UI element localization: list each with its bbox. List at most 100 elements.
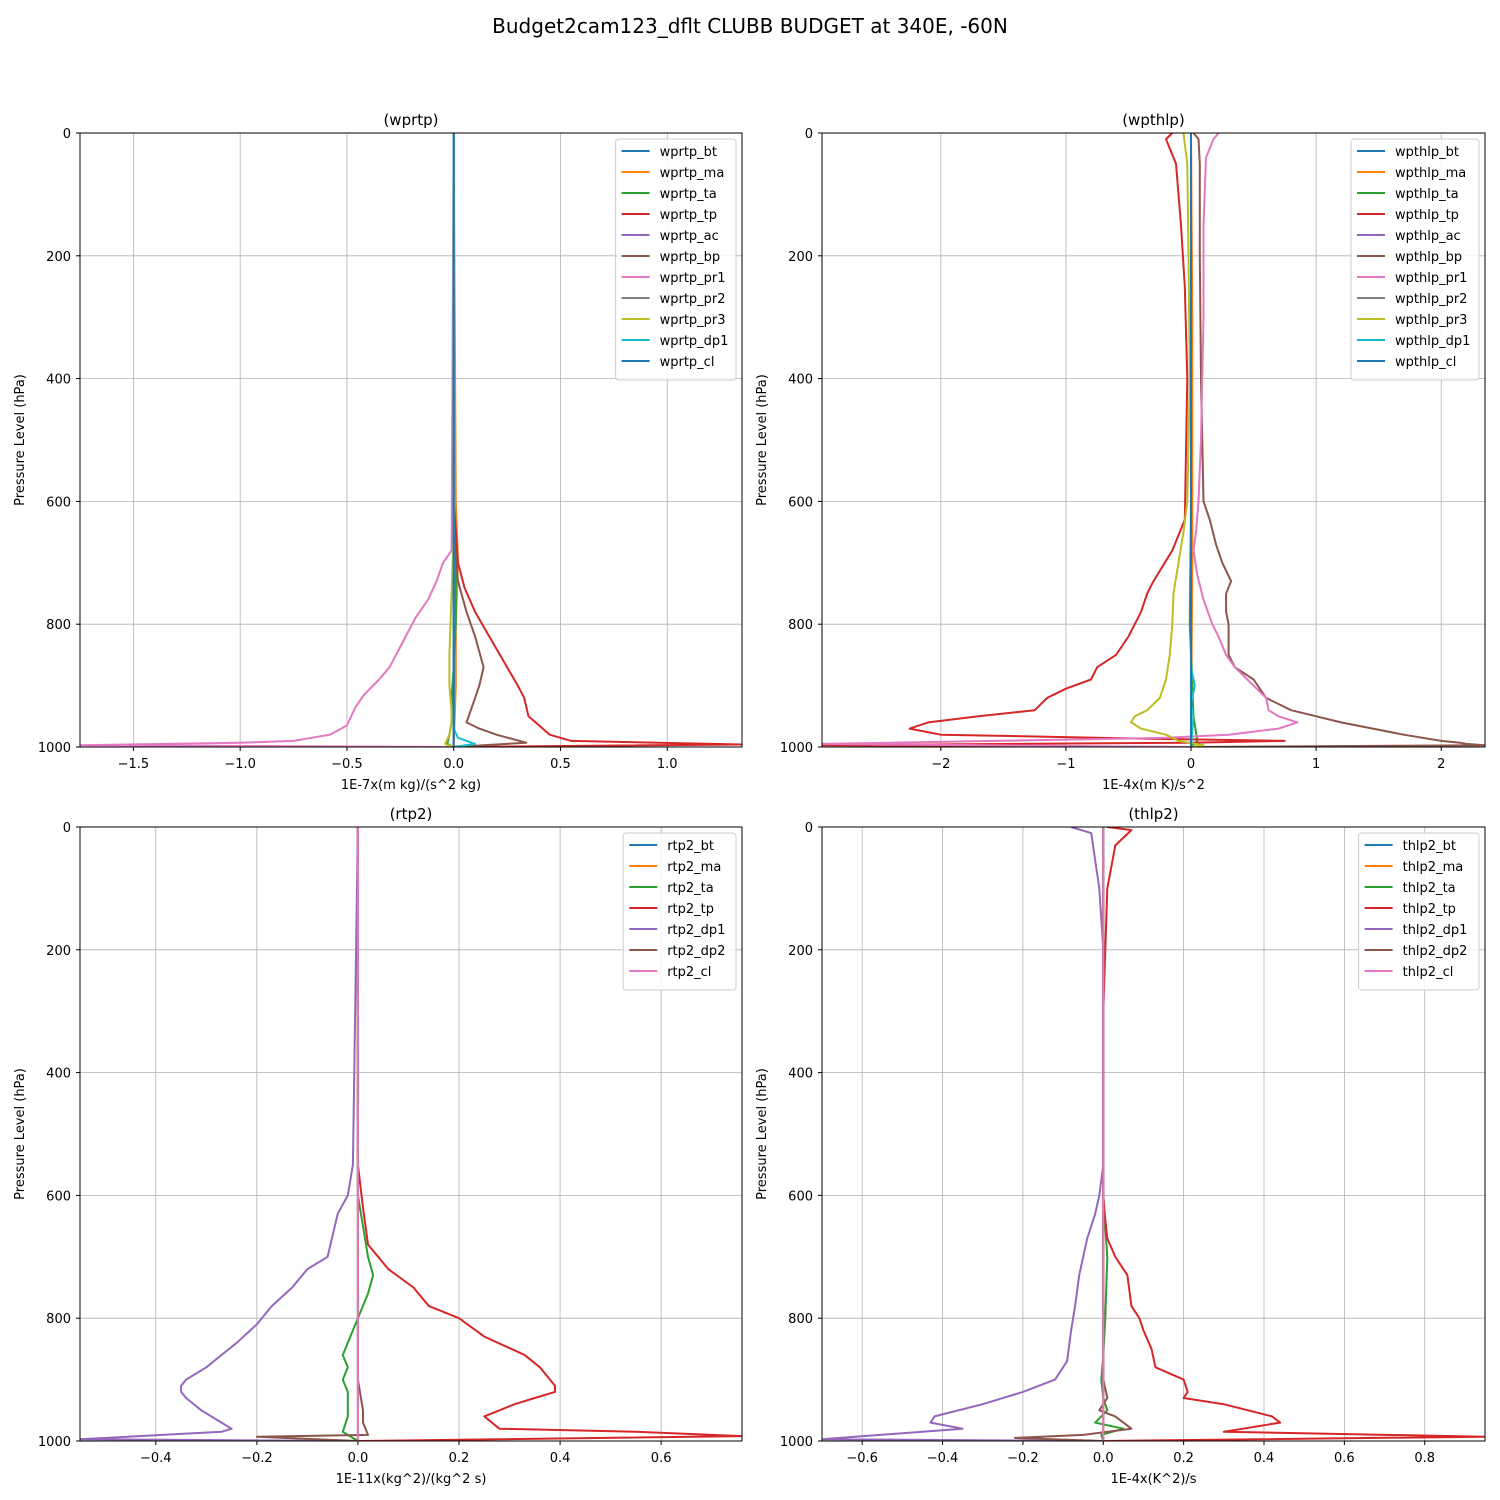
- subplot-4: −0.6 −0.4 −0.2 0.0 0.2 0.4 0.6 0.8 0 200 400 600 800…: [755, 805, 1486, 1487]
- x-tick-label: 2: [1437, 757, 1445, 772]
- legend: thlp2_bt thlp2_ma thlp2_ta thlp2_tp thlp2_dp…: [1358, 832, 1480, 991]
- x-tick-label: 1.0: [657, 757, 678, 772]
- subplot-2: −2 −1 0 1 2 0 200 400 600 800 1000 (wpthlp) 1E-4x(m …: [755, 111, 1486, 793]
- x-tick-label: 0.6: [651, 1451, 672, 1466]
- axes-frame: [79, 132, 743, 748]
- axes-frame: [821, 826, 1486, 1442]
- y-tick-label: 0: [805, 127, 813, 142]
- y-tick-label: 800: [46, 1312, 71, 1327]
- subplot-1: −1.5 −1.0 −0.5 0.0 0.5 1.0 0 200 400 600 800 1000 (w…: [13, 111, 743, 793]
- legend-label: wprtp_bp: [660, 250, 721, 265]
- legend-label: rtp2_dp1: [667, 923, 725, 938]
- y-tick-label: 1000: [38, 1435, 71, 1450]
- series-line-thlp2_tp: [1102, 827, 1485, 1441]
- y-tick-label: 800: [788, 1312, 813, 1327]
- figure-title: Budget2cam123_dflt CLUBB BUDGET at 340E,…: [492, 14, 1008, 38]
- legend-label: wprtp_tp: [660, 208, 717, 223]
- x-axis-label: 1E-4x(m K)/s^2: [1102, 778, 1205, 793]
- legend-label: wpthlp_pr2: [1395, 292, 1467, 307]
- series-group: [80, 827, 742, 1441]
- y-tick-label: 1000: [38, 741, 71, 756]
- y-tick-label: 1000: [780, 741, 813, 756]
- x-tick-label: −0.2: [1007, 1451, 1039, 1466]
- legend-label: rtp2_dp2: [667, 944, 725, 959]
- legend-label: rtp2_tp: [667, 902, 714, 917]
- series-line-thlp2_dp1: [822, 827, 1105, 1441]
- x-tick-label: −0.2: [241, 1451, 273, 1466]
- legend-label: wpthlp_ta: [1395, 187, 1459, 202]
- x-tick-label: 0.0: [1093, 1451, 1114, 1466]
- x-tick-label: −1: [1056, 757, 1075, 772]
- y-tick-label: 0: [63, 127, 71, 142]
- x-tick-label: −0.4: [927, 1451, 959, 1466]
- y-tick-label: 200: [46, 250, 71, 265]
- y-tick-label: 400: [788, 1067, 813, 1082]
- y-tick-label: 1000: [780, 1435, 813, 1450]
- legend-label: wprtp_pr3: [660, 313, 726, 328]
- legend-label: wprtp_dp1: [660, 334, 729, 349]
- y-tick-label: 600: [46, 495, 71, 510]
- series-line-thlp2_ta: [1094, 827, 1125, 1441]
- series-line-rtp2_dp1: [80, 827, 359, 1441]
- series-group: [80, 133, 742, 747]
- x-axis-label: 1E-7x(m kg)/(s^2 kg): [341, 778, 481, 793]
- y-tick-label: 400: [788, 373, 813, 388]
- y-tick-label: 200: [788, 250, 813, 265]
- legend-label: wpthlp_cl: [1395, 355, 1456, 370]
- series-line-wprtp_pr1: [80, 133, 455, 747]
- subplot-3: −0.4 −0.2 0.0 0.2 0.4 0.6 0 200 400 600 800 1000 (rt…: [13, 805, 743, 1487]
- legend-label: rtp2_bt: [667, 839, 714, 854]
- y-tick-label: 0: [805, 821, 813, 836]
- legend-label: wprtp_pr2: [660, 292, 726, 307]
- series-line-wprtp_ma: [452, 133, 459, 747]
- series-line-wpthlp_tp: [822, 133, 1286, 747]
- y-tick-label: 400: [46, 373, 71, 388]
- series-line-wpthlp_bp: [1190, 133, 1485, 747]
- legend: rtp2_bt rtp2_ma rtp2_ta rtp2_tp rtp2_dp1 rtp2…: [622, 832, 737, 991]
- x-tick-label: 0.8: [1414, 1451, 1435, 1466]
- axes-frame: [79, 826, 743, 1442]
- x-tick-label: 0.6: [1334, 1451, 1355, 1466]
- legend-label: wpthlp_bp: [1395, 250, 1462, 265]
- series-line-wprtp_bp: [452, 133, 528, 747]
- legend-label: rtp2_ma: [667, 860, 721, 875]
- legend-label: wpthlp_ma: [1395, 166, 1466, 181]
- legend-label: thlp2_ma: [1403, 860, 1464, 875]
- subplot-title: (rtp2): [390, 805, 433, 823]
- series-line-wprtp_tp: [452, 133, 742, 747]
- y-tick-label: 800: [46, 618, 71, 633]
- x-tick-label: −1.0: [224, 757, 256, 772]
- legend-label: wpthlp_ac: [1395, 229, 1461, 244]
- series-group: [822, 827, 1485, 1441]
- legend-label: wpthlp_dp1: [1395, 334, 1470, 349]
- y-axis-label: Pressure Level (hPa): [13, 1068, 28, 1200]
- y-axis-label: Pressure Level (hPa): [13, 374, 28, 506]
- legend-label: wpthlp_pr1: [1395, 271, 1467, 286]
- y-axis-label: Pressure Level (hPa): [755, 1068, 770, 1200]
- x-tick-label: 0.2: [449, 1451, 470, 1466]
- y-tick-label: 800: [788, 618, 813, 633]
- y-tick-label: 200: [46, 944, 71, 959]
- legend-label: thlp2_bt: [1403, 839, 1456, 854]
- x-tick-label: 0.4: [550, 1451, 571, 1466]
- legend-label: wpthlp_pr3: [1395, 313, 1467, 328]
- series-line-rtp2_ta: [341, 827, 375, 1441]
- series-group: [822, 133, 1485, 747]
- subplot-title: (wpthlp): [1122, 111, 1185, 129]
- x-tick-label: 0.0: [443, 757, 464, 772]
- series-line-wprtp_pr3: [444, 133, 455, 747]
- series-line-thlp2_dp2: [1013, 827, 1133, 1441]
- series-line-rtp2_tp: [356, 827, 742, 1441]
- y-tick-label: 600: [46, 1189, 71, 1204]
- y-tick-label: 400: [46, 1067, 71, 1082]
- y-tick-label: 600: [788, 1189, 813, 1204]
- legend-label: rtp2_cl: [667, 965, 711, 980]
- series-line-wpthlp_pr1: [822, 133, 1299, 747]
- x-tick-label: 0.0: [348, 1451, 369, 1466]
- x-tick-label: 1: [1312, 757, 1320, 772]
- x-tick-label: 0.5: [550, 757, 571, 772]
- x-tick-label: 0.4: [1254, 1451, 1275, 1466]
- series-line-rtp2_dp2: [255, 827, 369, 1441]
- legend-label: wpthlp_tp: [1395, 208, 1459, 223]
